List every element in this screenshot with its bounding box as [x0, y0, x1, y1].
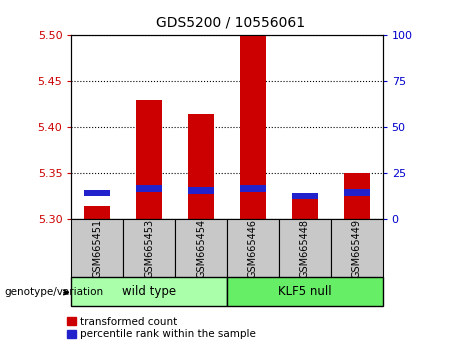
FancyBboxPatch shape	[227, 219, 279, 278]
Bar	[84, 190, 110, 196]
Text: GSM665453: GSM665453	[144, 219, 154, 278]
Bar	[344, 173, 370, 219]
Text: GSM665448: GSM665448	[300, 219, 310, 278]
Bar	[292, 196, 318, 219]
Bar	[188, 114, 214, 219]
FancyBboxPatch shape	[175, 219, 227, 278]
Text: GSM665454: GSM665454	[196, 219, 206, 278]
Bar	[136, 185, 162, 192]
FancyBboxPatch shape	[124, 219, 175, 278]
Text: wild type: wild type	[122, 285, 176, 298]
Bar	[84, 206, 110, 219]
Legend: transformed count, percentile rank within the sample: transformed count, percentile rank withi…	[67, 317, 256, 339]
Bar	[188, 187, 214, 194]
Bar	[344, 189, 370, 195]
FancyBboxPatch shape	[331, 219, 383, 278]
FancyBboxPatch shape	[71, 277, 227, 306]
Bar	[292, 193, 318, 199]
Bar	[240, 35, 266, 219]
Text: GSM665449: GSM665449	[352, 219, 362, 278]
FancyBboxPatch shape	[279, 219, 331, 278]
Bar	[136, 100, 162, 219]
Text: GSM665446: GSM665446	[248, 219, 258, 278]
Bar	[240, 185, 266, 192]
Text: KLF5 null: KLF5 null	[278, 285, 331, 298]
FancyBboxPatch shape	[71, 219, 124, 278]
FancyBboxPatch shape	[227, 277, 383, 306]
Text: genotype/variation: genotype/variation	[5, 287, 104, 297]
Text: GDS5200 / 10556061: GDS5200 / 10556061	[156, 16, 305, 30]
Text: GSM665451: GSM665451	[92, 219, 102, 278]
